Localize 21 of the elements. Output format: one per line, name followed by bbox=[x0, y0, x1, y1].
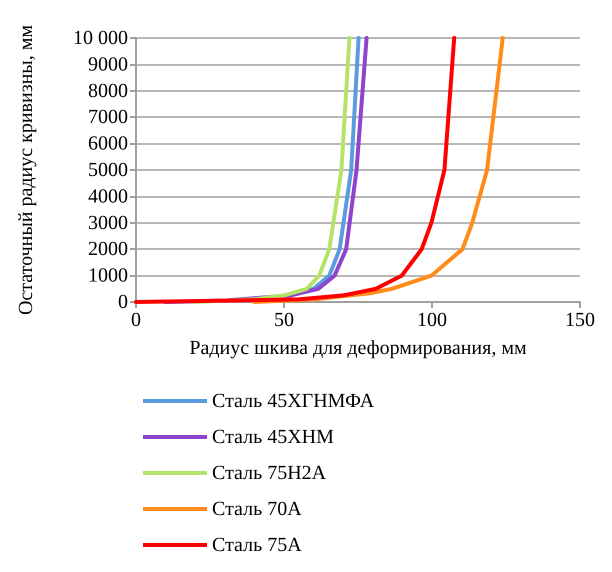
y-tick-label: 2000 bbox=[88, 238, 128, 260]
x-tick-label: 100 bbox=[417, 309, 447, 331]
y-tick-label: 5000 bbox=[88, 159, 128, 181]
legend-label: Сталь 45ХГНМФА bbox=[212, 390, 375, 412]
y-tick-label: 8000 bbox=[88, 80, 128, 102]
y-tick-label: 10 000 bbox=[73, 27, 128, 49]
legend-label: Сталь 70А bbox=[212, 498, 302, 520]
y-tick-label: 0 bbox=[118, 291, 128, 313]
x-tick-label: 50 bbox=[274, 309, 294, 331]
y-tick-label: 7000 bbox=[88, 106, 128, 128]
y-tick-label: 6000 bbox=[88, 132, 128, 155]
y-tick-label: 1000 bbox=[88, 264, 128, 287]
y-tick-label: 9000 bbox=[88, 53, 128, 76]
y-tick-label: 4000 bbox=[88, 185, 128, 208]
legend-label: Сталь 75А bbox=[212, 534, 302, 556]
legend-label: Сталь 75Н2А bbox=[212, 462, 327, 484]
y-tick-label: 3000 bbox=[88, 212, 128, 234]
x-axis-title: Радиус шкива для деформирования, мм bbox=[189, 337, 527, 359]
y-axis-title: Остаточный радиус кривизны, мм bbox=[15, 24, 37, 316]
legend-label: Сталь 45ХНМ bbox=[212, 426, 334, 448]
x-tick-label: 150 bbox=[565, 309, 595, 331]
